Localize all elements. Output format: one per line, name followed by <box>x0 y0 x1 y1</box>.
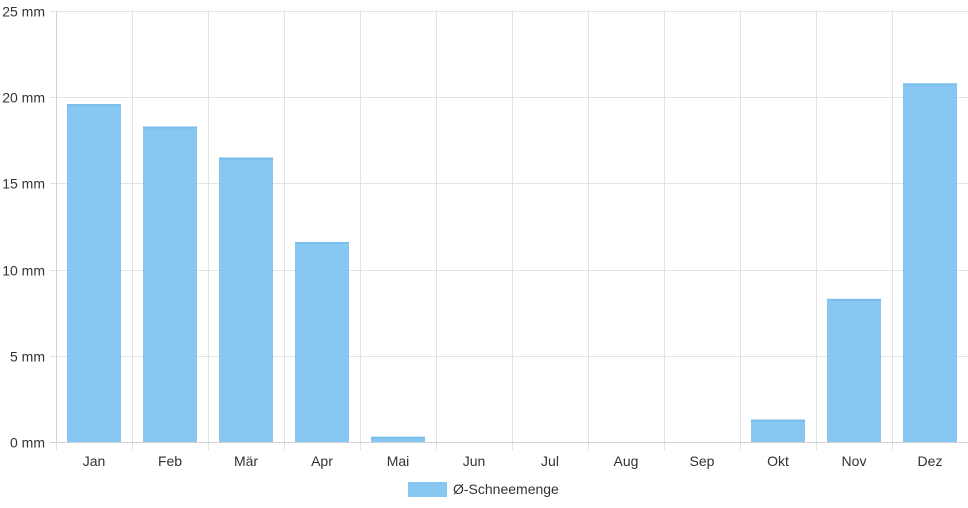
x-tick-label: Okt <box>767 453 789 469</box>
legend-swatch[interactable] <box>408 482 447 497</box>
bar-Apr[interactable] <box>295 242 349 442</box>
bar-Jan[interactable] <box>67 104 121 442</box>
bar-Nov[interactable] <box>827 298 881 442</box>
x-tick-label: Feb <box>158 453 182 469</box>
bars <box>67 83 957 443</box>
y-tick-label: 15 mm <box>2 176 45 192</box>
x-axis-tick-labels: Jan Feb Mär Apr Mai Jun Jul Aug Sep Okt Nov Dez <box>83 453 943 469</box>
x-tick-label: Jun <box>463 453 486 469</box>
legend[interactable]: Ø-Schneemenge <box>408 481 559 497</box>
grid <box>50 11 968 450</box>
bar-Feb[interactable] <box>143 126 197 443</box>
y-tick-label: 20 mm <box>2 90 45 106</box>
x-tick-label: Sep <box>690 453 715 469</box>
x-tick-label: Jan <box>83 453 106 469</box>
x-tick-label: Aug <box>614 453 639 469</box>
x-tick-label: Mär <box>234 453 258 469</box>
bar-Mai[interactable] <box>371 436 425 442</box>
x-tick-label: Mai <box>387 453 410 469</box>
y-tick-label: 0 mm <box>10 435 45 451</box>
axes <box>50 11 968 443</box>
x-tick-label: Apr <box>311 453 333 469</box>
bar-Mär[interactable] <box>219 157 273 443</box>
x-tick-label: Nov <box>842 453 867 469</box>
bar-Okt[interactable] <box>751 419 805 442</box>
x-tick-label: Dez <box>918 453 943 469</box>
y-tick-label: 5 mm <box>10 349 45 365</box>
y-tick-label: 10 mm <box>2 263 45 279</box>
y-tick-label: 25 mm <box>2 4 45 20</box>
bar-Dez[interactable] <box>903 83 957 443</box>
y-axis-tick-labels: 0 mm 5 mm 10 mm 15 mm 20 mm 25 mm <box>2 4 45 451</box>
legend-label[interactable]: Ø-Schneemenge <box>453 481 559 497</box>
x-tick-label: Jul <box>541 453 559 469</box>
